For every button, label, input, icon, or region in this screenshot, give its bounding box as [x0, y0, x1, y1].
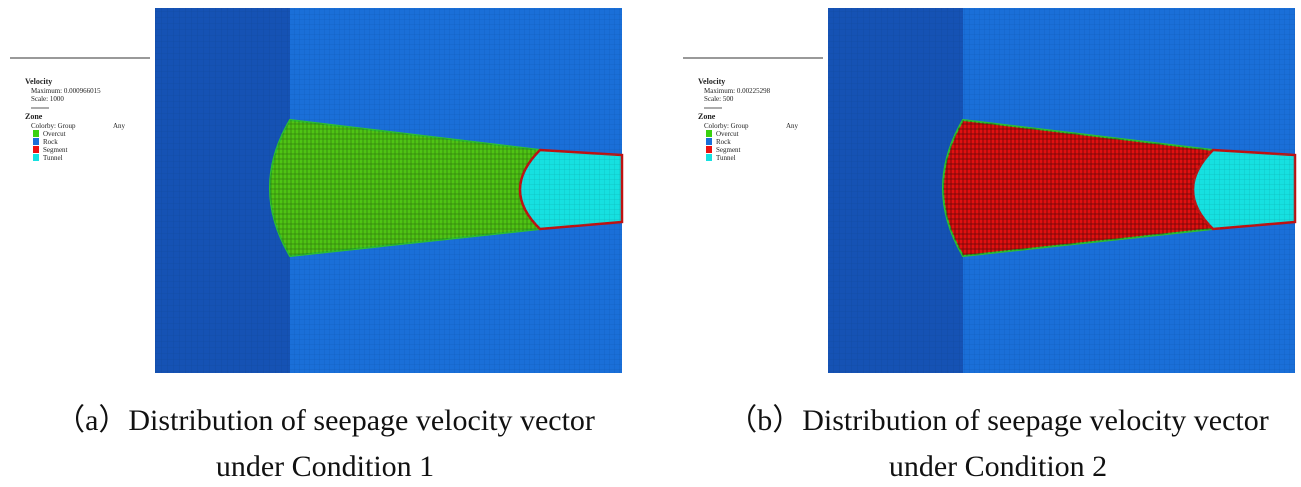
tunnel-mesh	[1193, 150, 1295, 229]
legend-swatch	[33, 146, 39, 153]
legend-item: Rock	[43, 138, 58, 146]
legend-swatch	[33, 154, 39, 161]
legend-title: Velocity	[25, 77, 52, 86]
legend-item: Tunnel	[716, 154, 736, 162]
legend-colorby: Colorby: Group	[704, 122, 749, 130]
legend-item: Segment	[43, 146, 68, 154]
legend-item: Rock	[716, 138, 731, 146]
legend-any: Any	[113, 122, 126, 130]
legend-zone: Zone	[25, 112, 43, 121]
legend-swatch	[706, 130, 712, 137]
legend-swatch	[706, 154, 712, 161]
legend-zone: Zone	[698, 112, 716, 121]
legend-swatch	[706, 138, 712, 145]
legend-swatch	[33, 130, 39, 137]
caption-line: （b）Distribution of seepage velocity vect…	[727, 404, 1269, 437]
legend-maximum: Maximum: 0.00225298	[704, 87, 771, 95]
legend-item: Overcut	[716, 130, 739, 138]
legend-swatch	[33, 138, 39, 145]
tunnel-mesh	[520, 150, 622, 229]
legend-colorby: Colorby: Group	[31, 122, 76, 130]
legend-scale: Scale: 1000	[31, 95, 64, 103]
legend-item: Tunnel	[43, 154, 63, 162]
figure: VelocityMaximum: 0.000966015Scale: 1000Z…	[0, 0, 1301, 487]
legend-swatch	[706, 146, 712, 153]
legend-title: Velocity	[698, 77, 725, 86]
caption-line: under Condition 1	[216, 450, 434, 483]
caption-line: （a）Distribution of seepage velocity vect…	[55, 404, 595, 437]
legend-scale: Scale: 500	[704, 95, 734, 103]
legend-maximum: Maximum: 0.000966015	[31, 87, 101, 95]
caption-line: under Condition 2	[889, 450, 1107, 483]
legend-item: Overcut	[43, 130, 66, 138]
legend-item: Segment	[716, 146, 741, 154]
legend-any: Any	[786, 122, 799, 130]
